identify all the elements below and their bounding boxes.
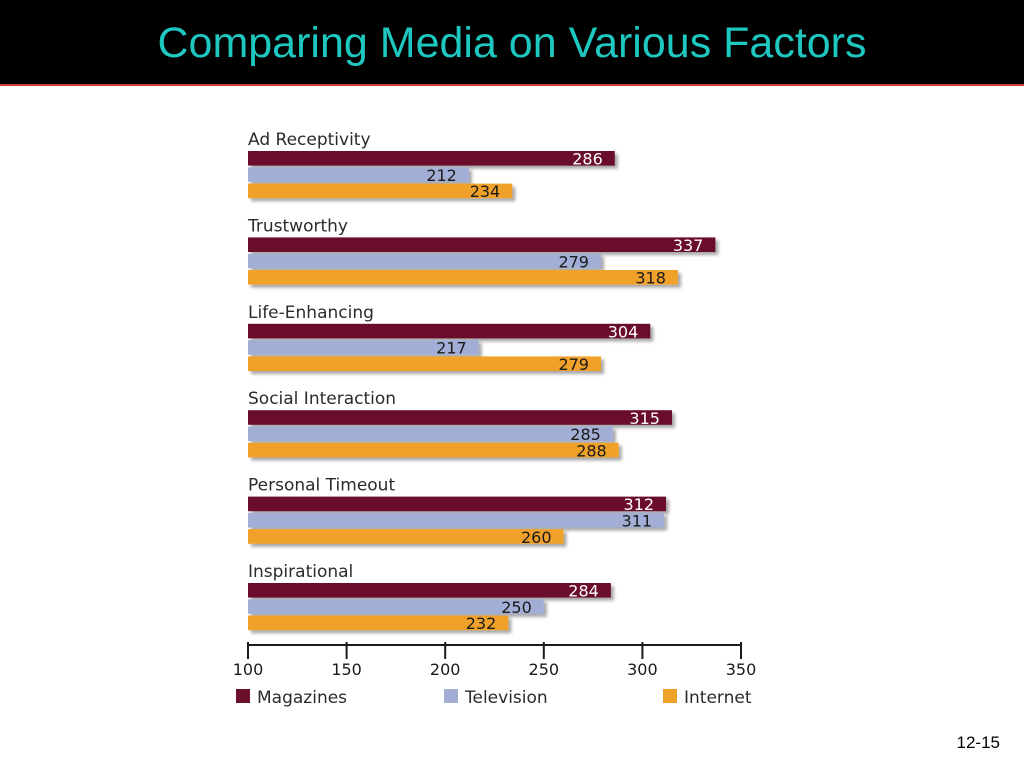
bar-internet [248, 529, 564, 544]
x-tick-label: 200 [430, 660, 461, 679]
category-label: Inspirational [248, 562, 353, 582]
title-bar: Comparing Media on Various Factors [0, 0, 1024, 86]
data-label: 304 [608, 322, 639, 341]
data-label: 311 [622, 512, 653, 531]
data-label: 217 [436, 339, 467, 358]
x-tick-label: 250 [529, 660, 560, 679]
data-label: 286 [572, 150, 603, 169]
data-label: 312 [624, 495, 655, 514]
data-label: 288 [576, 441, 607, 460]
legend-label-internet: Internet [684, 688, 752, 708]
bar-television [248, 512, 665, 528]
category-label: Life-Enhancing [248, 303, 374, 323]
data-label: 212 [426, 166, 457, 185]
legend-label-television: Television [464, 688, 548, 708]
data-label: 250 [501, 598, 532, 617]
bar-television [248, 253, 601, 269]
x-tick-label: 300 [627, 660, 658, 679]
data-label: 279 [558, 355, 589, 374]
data-label: 260 [521, 528, 552, 547]
category-label: Ad Receptivity [248, 130, 371, 150]
bar-television [248, 167, 469, 182]
x-tick-label: 150 [331, 660, 362, 679]
bar-internet [248, 183, 513, 199]
bar-internet [248, 615, 509, 631]
legend-label-magazines: Magazines [257, 688, 347, 708]
data-label: 279 [558, 252, 589, 271]
category-label: Personal Timeout [248, 476, 395, 496]
x-tick-label: 100 [233, 660, 264, 679]
bar-magazines [248, 237, 716, 252]
bar-magazines [248, 496, 667, 512]
data-label: 232 [466, 614, 497, 633]
bar-television [248, 340, 479, 355]
x-tick-label: 350 [726, 660, 757, 679]
data-label: 285 [570, 425, 601, 444]
data-label: 318 [635, 269, 666, 288]
category-label: Trustworthy [247, 216, 348, 236]
bar-magazines [248, 323, 651, 339]
legend-swatch-magazines [236, 689, 250, 703]
legend-swatch-internet [663, 689, 677, 703]
data-label: 337 [673, 236, 704, 255]
bar-television [248, 599, 544, 614]
legend-swatch-television [444, 689, 458, 703]
page-number: 12-15 [956, 733, 1000, 752]
bar-magazines [248, 583, 611, 598]
slide-title: Comparing Media on Various Factors [157, 19, 867, 67]
bar-internet [248, 270, 678, 285]
data-label: 234 [470, 182, 501, 201]
data-label: 315 [629, 409, 660, 428]
bar-internet [248, 442, 619, 458]
bar-magazines [248, 151, 615, 166]
data-label: 284 [568, 582, 599, 601]
category-label: Social Interaction [248, 389, 396, 409]
bar-television [248, 426, 613, 442]
bar-magazines [248, 410, 672, 425]
bar-internet [248, 356, 601, 371]
